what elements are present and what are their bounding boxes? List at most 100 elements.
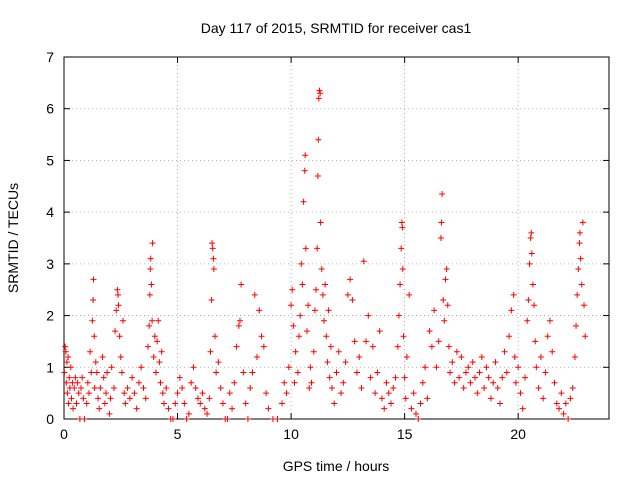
data-point: [435, 338, 442, 345]
data-point: [467, 379, 474, 386]
data-point: [307, 364, 314, 371]
data-point: [340, 379, 347, 386]
data-point: [424, 395, 431, 402]
data-point: [365, 312, 372, 319]
data-point: [112, 328, 119, 335]
data-point: [342, 359, 349, 366]
data-point: [80, 395, 87, 402]
data-point: [506, 333, 513, 340]
data-point: [573, 322, 580, 329]
data-point: [238, 281, 245, 288]
data-point: [316, 87, 323, 94]
data-point: [358, 384, 365, 391]
data-point: [244, 416, 251, 422]
data-point: [437, 235, 444, 241]
data-point: [236, 317, 243, 324]
data-point: [122, 400, 129, 407]
data-point: [556, 405, 563, 412]
data-point: [426, 328, 433, 335]
data-point: [247, 384, 254, 391]
data-point: [170, 416, 176, 422]
data-point: [138, 364, 145, 371]
data-point: [302, 152, 309, 159]
data-point: [443, 266, 450, 273]
data-point: [331, 400, 338, 407]
data-point: [419, 379, 426, 386]
data-point: [224, 416, 231, 422]
y-tick-label: 4: [46, 204, 54, 220]
data-point: [79, 374, 86, 381]
data-point: [481, 384, 488, 391]
data-point: [150, 353, 157, 360]
data-point: [157, 379, 164, 386]
data-point: [90, 297, 97, 304]
data-point: [497, 400, 503, 407]
data-point: [311, 307, 318, 314]
data-point: [301, 167, 308, 174]
data-point: [363, 338, 370, 345]
data-point: [447, 369, 454, 376]
data-point: [256, 307, 263, 314]
data-point: [476, 369, 483, 376]
data-point: [63, 379, 70, 386]
data-point: [147, 255, 154, 262]
data-point: [147, 266, 154, 273]
data-points: [61, 87, 589, 422]
data-point: [281, 379, 288, 386]
data-point: [515, 364, 522, 371]
data-point: [65, 400, 72, 407]
data-point: [290, 322, 297, 329]
data-point: [317, 90, 324, 97]
data-point: [208, 297, 215, 304]
data-point: [62, 343, 69, 350]
data-point: [492, 359, 499, 366]
data-point: [398, 219, 405, 226]
data-point: [258, 333, 265, 340]
data-point: [91, 384, 98, 391]
data-point: [462, 369, 469, 376]
data-point: [576, 229, 583, 236]
data-point: [578, 281, 585, 288]
data-point: [385, 390, 392, 397]
data-point: [63, 359, 70, 366]
data-point: [142, 395, 149, 402]
data-point: [64, 390, 71, 397]
data-point: [84, 379, 91, 386]
data-point: [298, 260, 305, 267]
data-point: [108, 364, 115, 371]
data-point: [521, 374, 528, 381]
data-point: [75, 390, 82, 397]
data-point: [512, 379, 519, 386]
data-point: [229, 405, 236, 412]
data-point: [172, 400, 179, 407]
data-point: [210, 266, 217, 273]
data-point: [300, 198, 307, 205]
data-point: [324, 359, 331, 366]
data-point: [308, 379, 315, 386]
data-point: [321, 317, 328, 324]
data-point: [431, 307, 438, 314]
data-point: [152, 369, 159, 376]
data-point: [135, 379, 142, 386]
data-point: [265, 405, 272, 412]
x-tick-label: 10: [283, 426, 299, 442]
data-point: [78, 384, 85, 391]
data-point: [433, 364, 440, 371]
data-point: [399, 266, 406, 273]
data-point: [347, 276, 354, 283]
data-point: [579, 219, 586, 226]
data-point: [560, 410, 567, 417]
data-point: [369, 343, 376, 350]
data-point: [372, 390, 379, 397]
data-point: [179, 384, 186, 391]
y-axis-label: SRMTID / TECUs: [5, 183, 21, 293]
data-point: [392, 374, 399, 381]
data-point: [279, 400, 285, 407]
data-point: [242, 400, 249, 407]
data-point: [174, 390, 181, 397]
data-point: [323, 333, 330, 340]
data-point: [73, 400, 80, 407]
x-tick-label: 15: [397, 426, 413, 442]
data-point: [296, 333, 303, 340]
data-point: [199, 390, 206, 397]
